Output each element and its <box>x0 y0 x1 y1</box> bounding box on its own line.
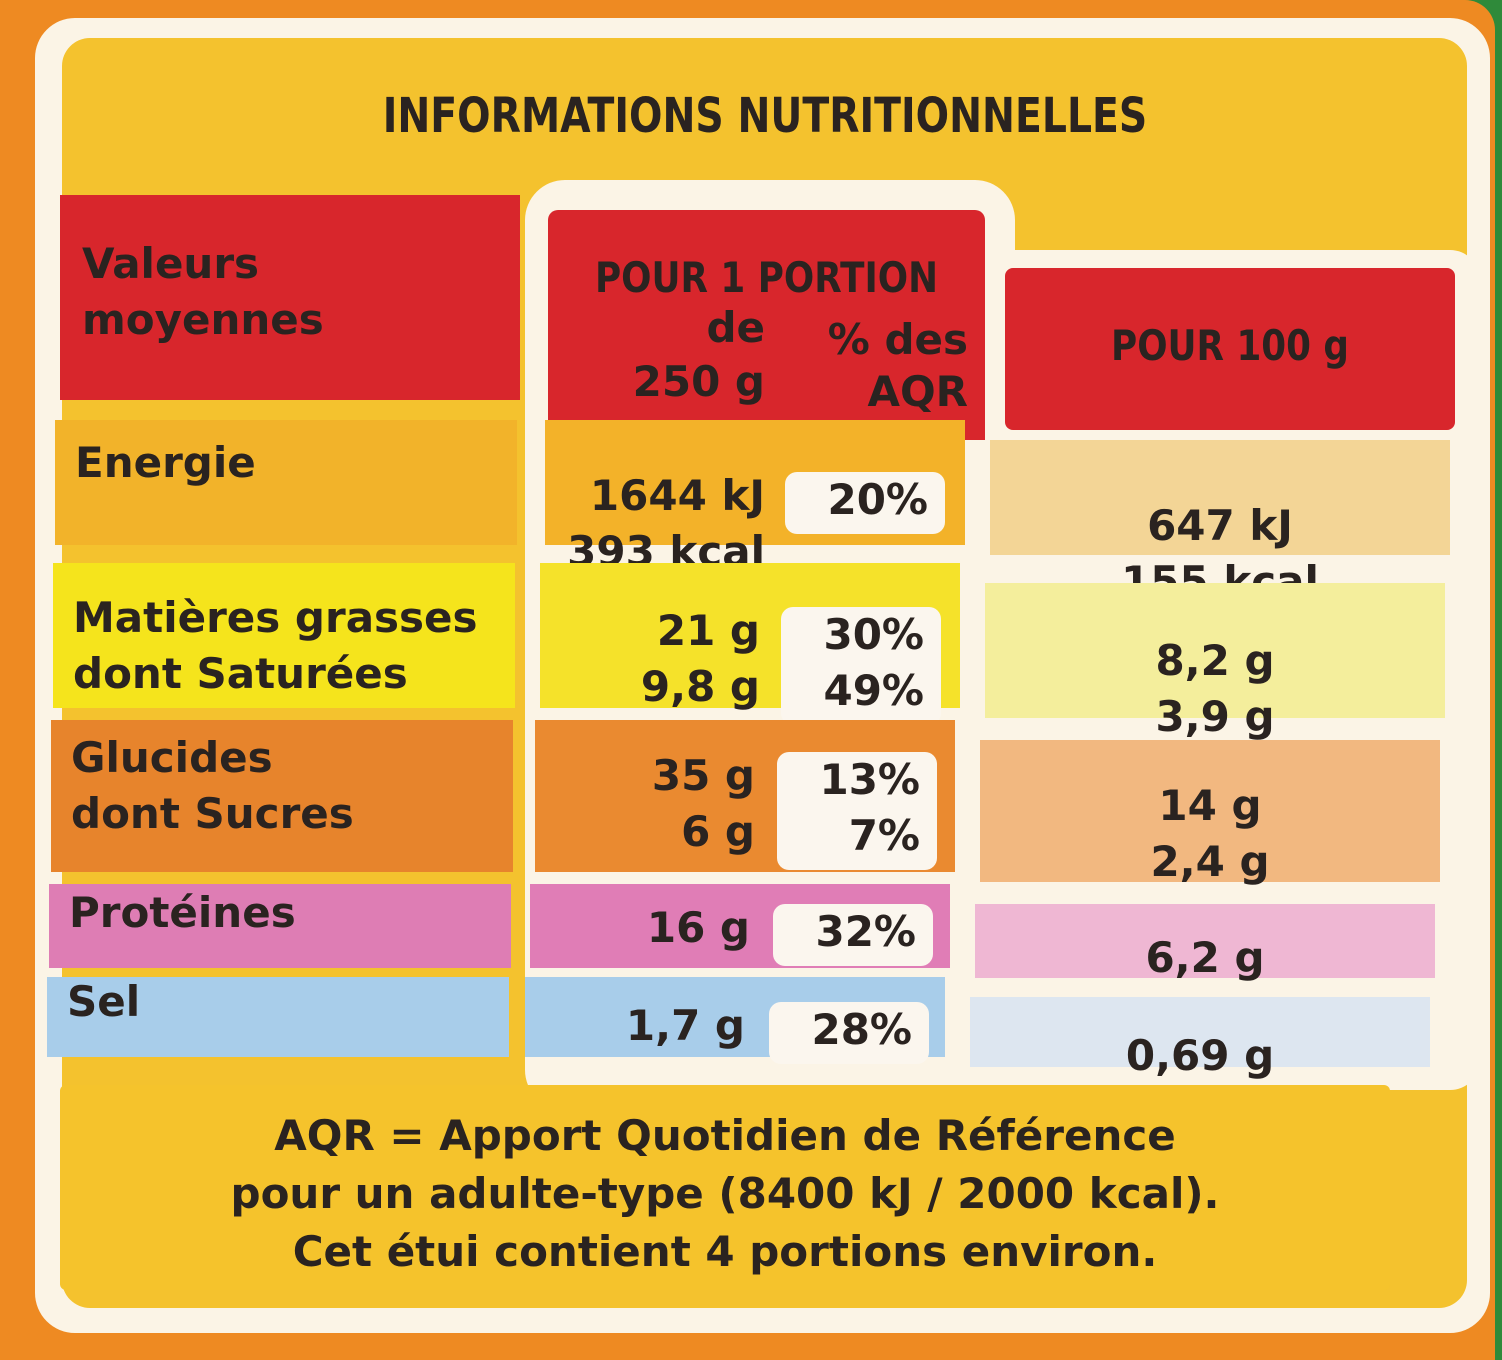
row-per100: 6,2 g <box>1145 933 1265 982</box>
row-portion: 9,8 g <box>640 662 760 711</box>
row-portion: 21 g <box>656 606 760 655</box>
title: INFORMATIONS NUTRITIONNELLES <box>382 88 1148 144</box>
row-per100-cell <box>985 583 1445 718</box>
header-portion: POUR 1 PORTION <box>595 253 938 302</box>
header-per100-cell <box>1005 268 1455 430</box>
header-portion-cell <box>548 210 985 440</box>
row-per100-cell <box>980 740 1440 882</box>
row-aqr: 32% <box>815 907 916 956</box>
footer-line: pour un adulte-type (8400 kJ / 2000 kcal… <box>230 1169 1220 1218</box>
aqr-box <box>777 752 937 870</box>
row-label: Sel <box>67 977 141 1026</box>
header-label: Valeurs <box>82 239 260 288</box>
footer-cell <box>60 1085 1390 1290</box>
header-portion-amount: de <box>706 303 765 352</box>
aqr-box <box>769 1002 929 1064</box>
row-per100: 647 kJ <box>1147 501 1293 550</box>
row-per100: 2,4 g <box>1150 837 1270 886</box>
row-label-cell <box>55 420 517 545</box>
row-portion: 6 g <box>681 807 755 856</box>
header-portion-aqr: AQR <box>867 367 968 416</box>
row-aqr: 28% <box>811 1005 912 1054</box>
row-per100: 0,69 g <box>1125 1031 1275 1080</box>
row-per100-cell <box>970 997 1430 1067</box>
header-per100: POUR 100 g <box>1111 321 1349 370</box>
aqr-box <box>773 904 933 966</box>
row-label: Matières grasses <box>73 593 478 642</box>
row-per100-cell <box>990 440 1450 555</box>
row-label-cell <box>51 720 513 872</box>
row-per100: 8,2 g <box>1155 636 1275 685</box>
row-per100-cell <box>975 904 1435 978</box>
row-label: Energie <box>75 438 256 487</box>
row-portion: 1,7 g <box>625 1001 745 1050</box>
row-label: dont Sucres <box>71 789 354 838</box>
row-aqr: 49% <box>823 666 924 715</box>
row-portion: 35 g <box>651 751 755 800</box>
row-label-cell <box>49 884 511 968</box>
row-label-cell <box>53 563 515 708</box>
row-aqr: 30% <box>823 610 924 659</box>
aqr-box <box>785 472 945 534</box>
footer-line: AQR = Apport Quotidien de Référence <box>274 1111 1176 1160</box>
header-label-cell <box>60 195 520 400</box>
row-per100: 14 g <box>1158 781 1262 830</box>
header-portion-aqr: % des <box>827 315 968 364</box>
row-label: Protéines <box>69 888 296 937</box>
row-aqr: 13% <box>819 755 920 804</box>
row-aqr: 7% <box>848 811 920 860</box>
row-portion: 16 g <box>646 903 750 952</box>
row-aqr: 20% <box>827 475 928 524</box>
row-label: dont Saturées <box>73 649 408 698</box>
row-portion: 1644 kJ <box>589 471 765 520</box>
header-portion-amount: 250 g <box>632 357 765 406</box>
footer-line: Cet étui contient 4 portions environ. <box>292 1227 1158 1276</box>
row-label: Glucides <box>71 733 273 782</box>
row-per100: 3,9 g <box>1155 692 1275 741</box>
row-label-cell <box>47 977 509 1057</box>
aqr-box <box>781 607 941 725</box>
header-label: moyennes <box>82 295 324 344</box>
